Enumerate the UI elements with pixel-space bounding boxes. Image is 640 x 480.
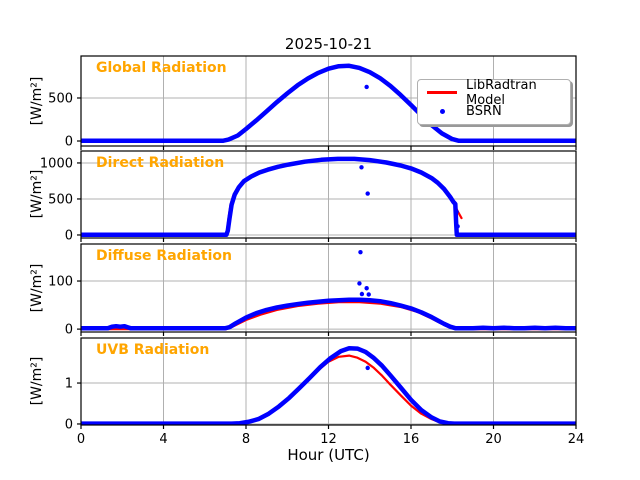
y-axis-label-text: [W/m²] <box>29 169 45 219</box>
y-tick-label: 0 <box>65 323 73 338</box>
y-axis-label-text: [W/m²] <box>29 76 45 126</box>
y-tick-label: 0 <box>65 135 73 150</box>
outlier-dot <box>365 191 370 196</box>
figure-title: 2025-10-21 <box>284 35 373 53</box>
legend-label-model: LibRadtran Model <box>466 77 537 108</box>
x-tick-label: 12 <box>320 432 337 447</box>
y-tick-label: 500 <box>48 91 73 106</box>
panel-label-diffuse: Diffuse Radiation <box>96 248 233 264</box>
y-tick-label: 100 <box>48 275 73 290</box>
x-tick-label: 16 <box>403 432 420 447</box>
outlier-dot <box>358 249 363 255</box>
panel-label-global: Global Radiation <box>96 60 227 76</box>
outlier-dot <box>454 209 459 215</box>
panel-label-direct: Direct Radiation <box>96 155 225 171</box>
y-axis-label-text: [W/m²] <box>29 263 45 313</box>
y-axis-label-text: [W/m²] <box>29 356 45 406</box>
outlier-dot <box>359 165 364 170</box>
y-tick-label: 0 <box>65 228 73 243</box>
outlier-dot <box>364 286 369 291</box>
y-tick-label: 0 <box>65 417 73 432</box>
y-tick-label: 1 <box>65 377 73 392</box>
bsrn-dot-icon <box>439 109 445 114</box>
outlier-dot <box>359 291 365 297</box>
x-tick-label: 0 <box>77 432 85 447</box>
y-tick-label: 500 <box>48 192 73 207</box>
legend-item-model: LibRadtran Model <box>418 78 570 108</box>
legend-swatch-area <box>426 109 458 114</box>
legend-label-bsrn: BSRN <box>466 104 502 119</box>
outlier-dot <box>357 281 362 286</box>
model-line-swatch <box>427 91 457 94</box>
x-tick-label: 20 <box>485 432 502 447</box>
x-axis-label: Hour (UTC) <box>287 446 370 464</box>
legend-swatch-area <box>426 91 458 94</box>
x-tick-label: 8 <box>242 432 250 447</box>
outlier-dot <box>366 292 371 297</box>
x-tick-label: 24 <box>568 432 585 447</box>
legend: LibRadtran Model BSRN <box>417 78 571 125</box>
x-tick-label: 4 <box>159 432 167 447</box>
panel-label-uvb: UVB Radiation <box>96 342 210 358</box>
outlier-dot <box>364 84 369 90</box>
outlier-dot <box>455 224 460 229</box>
outlier-dot <box>365 365 370 371</box>
